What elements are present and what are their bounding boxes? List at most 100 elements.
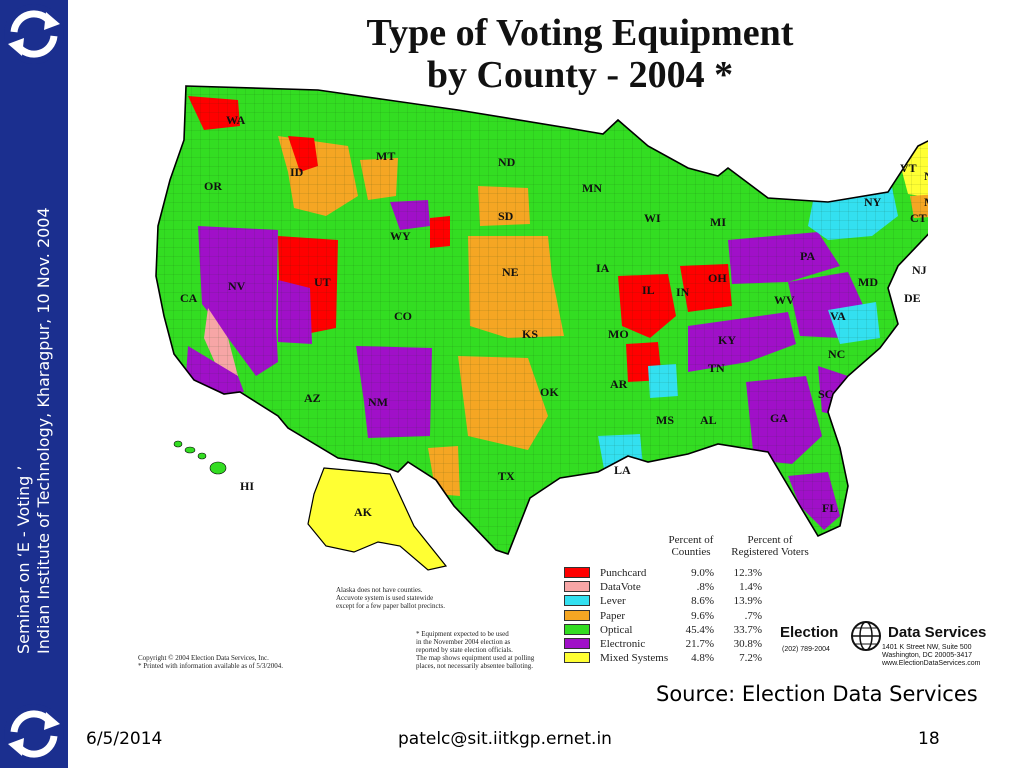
state-label: WV (774, 293, 795, 307)
state-label: MA (924, 195, 928, 209)
state-label: LA (614, 463, 631, 477)
state-label: OH (708, 271, 727, 285)
legend-label: Punchcard (600, 567, 647, 579)
alaska-note-line: Alaska does not have counties. (336, 586, 423, 594)
state-label: PA (800, 249, 815, 263)
legend-percent-voters: 7.2% (739, 652, 762, 665)
legend-row: Lever 8.6% 13.9% (560, 594, 820, 608)
state-label: SC (818, 387, 833, 401)
legend-percent-counties: 9.0% (691, 567, 714, 579)
legend-percent-counties: 9.6% (691, 609, 714, 622)
state-label: OK (540, 385, 559, 399)
legend-percent-voters: 12.3% (733, 567, 762, 579)
legend-row: DataVote .8% 1.4% (560, 580, 820, 594)
state-label: FL (822, 501, 837, 515)
legend-row: Punchcard 9.0% 12.3% (560, 566, 820, 580)
footnote-line: * Equipment expected to be used (416, 630, 509, 638)
globe-icon (851, 621, 881, 651)
legend-row: Paper 9.6% .7% (560, 609, 820, 623)
state-label: WA (226, 113, 246, 127)
legend-percent-voters: 30.8% (733, 638, 762, 650)
source-caption: Source: Election Data Services (656, 682, 978, 706)
eds-address-line2: Washington, DC 20005-3417 (882, 652, 973, 659)
copyright-note: Copyright © 2004 Election Data Services,… (138, 654, 283, 670)
state-label: TN (708, 361, 725, 375)
legend-label: Paper (600, 609, 626, 622)
state-label: MT (376, 149, 395, 163)
footer-email: patelc@sit.iitkgp.ernet.in (398, 729, 612, 749)
legend-swatch (564, 623, 590, 635)
state-label: WY (390, 229, 411, 243)
footnote-line: The map shows equipment used at polling (416, 654, 535, 662)
state-label: HI (240, 479, 254, 493)
state-label: KS (522, 327, 538, 341)
state-label: AZ (304, 391, 321, 405)
state-label: NJ (912, 263, 927, 277)
legend-swatch (564, 581, 590, 593)
legend-label: Electronic (600, 638, 646, 650)
state-label: NV (228, 279, 246, 293)
state-labels: WA OR ID MT WY ND SD NE NV UT CO KS AZ N… (180, 113, 928, 519)
state-label: TX (498, 469, 515, 483)
state-label: MS (656, 413, 674, 427)
us-voting-equipment-map: WA OR ID MT WY ND SD NE NV UT CO KS AZ N… (155, 85, 928, 571)
legend-header-counties: Percent of Counties (656, 534, 726, 558)
state-label: CT (910, 211, 927, 225)
eds-phone: (202) 789-2004 (782, 646, 830, 653)
state-label: NH (924, 169, 928, 183)
eds-address-line1: 1401 K Street NW, Suite 500 (882, 644, 972, 651)
legend-swatch (564, 652, 590, 664)
alaska-note: Alaska does not have counties. Accuvote … (336, 586, 445, 610)
cycle-arrows-icon (4, 704, 64, 764)
footnote-line: reported by state election officials. (416, 646, 513, 654)
legend-header-voters-line2: Registered Voters (731, 546, 809, 558)
eds-logo-block: Election Data Services (202) 789-2004 14… (778, 620, 992, 670)
eds-name-data-services: Data Services (888, 624, 987, 641)
legend-header-counties-line1: Percent of (668, 534, 714, 546)
state-label: NE (502, 265, 519, 279)
eds-name-election: Election (780, 624, 839, 641)
alaska-note-line: except for a few paper ballot precincts. (336, 602, 446, 610)
printed-date-line: * Printed with information available as … (138, 662, 284, 670)
slide-title: Type of Voting Equipment by County - 200… (270, 12, 890, 96)
alaska-shape (307, 467, 448, 571)
sidebar-band: Seminar on ‘E - Voting ’ Indian Institut… (0, 0, 68, 768)
legend-percent-counties: 45.4% (685, 623, 714, 636)
legend-header-counties-line2: Counties (671, 546, 711, 558)
state-label: AL (700, 413, 717, 427)
footnote-line: places, not necessarily absentee balloti… (416, 662, 534, 670)
legend-swatch (564, 609, 590, 621)
legend-header-voters: Percent of Registered Voters (720, 534, 820, 558)
legend-label: Lever (600, 595, 626, 608)
title-line-1: Type of Voting Equipment (366, 12, 794, 54)
title-line-2: by County - 2004 * (426, 54, 734, 96)
state-label: IA (596, 261, 610, 275)
state-label: NY (864, 195, 882, 209)
legend-row: Electronic 21.7% 30.8% (560, 637, 820, 651)
legend-percent-counties: 21.7% (685, 638, 714, 650)
legend-percent-counties: .8% (696, 581, 714, 594)
state-label: AR (610, 377, 628, 391)
state-label: CA (180, 291, 198, 305)
state-label: MN (582, 181, 602, 195)
state-label: MD (858, 275, 878, 289)
legend-percent-voters: 33.7% (733, 623, 762, 636)
legend-percent-voters: .7% (744, 609, 762, 622)
state-label: DE (904, 291, 921, 305)
legend-label: Optical (600, 623, 633, 636)
state-label: ND (498, 155, 516, 169)
copyright-line: Copyright © 2004 Election Data Services,… (138, 654, 269, 662)
legend-percent-counties: 8.6% (691, 595, 714, 608)
state-label: OR (204, 179, 222, 193)
state-label: SD (498, 209, 514, 223)
legend-row: Mixed Systems 4.8% 7.2% (560, 651, 820, 665)
legend-label: Mixed Systems (600, 652, 669, 665)
state-label: ID (290, 165, 304, 179)
legend-label: DataVote (600, 581, 641, 594)
footer-date: 6/5/2014 (86, 729, 163, 749)
legend-swatch (564, 595, 590, 607)
state-label: VT (900, 161, 917, 175)
state-label: GA (770, 411, 788, 425)
alaska-note-line: Accuvote system is used statewide (336, 594, 434, 602)
eds-website: www.ElectionDataServices.com (882, 660, 981, 667)
